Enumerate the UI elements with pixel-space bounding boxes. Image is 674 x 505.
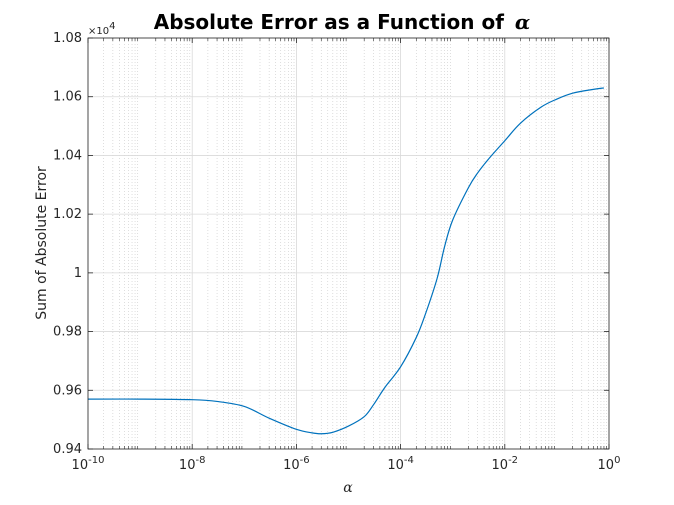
y-multiplier: ×104	[88, 21, 115, 37]
x-tick-label: 10-2	[492, 455, 519, 473]
x-tick-label: 10-10	[72, 455, 105, 473]
y-tick-label: 0.96	[53, 383, 82, 398]
y-tick-label: 1.08	[53, 31, 82, 46]
y-tick-labels: 0.94 0.96 0.98 1 1.02 1.04 1.06 1.08	[53, 31, 82, 457]
y-tick-label: 1.04	[53, 148, 82, 163]
x-tick-labels: 10-10 10-8 10-6 10-4 10-2 100	[72, 455, 621, 473]
y-tick-label: 0.98	[53, 325, 82, 340]
x-tick-label: 10-4	[387, 455, 414, 473]
x-tick-label: 10-6	[283, 455, 310, 473]
x-axis-label: α	[343, 480, 353, 496]
x-tick-label: 100	[598, 455, 621, 473]
minor-grid	[103, 38, 607, 449]
plot-frame	[87, 37, 610, 450]
plot-area	[88, 38, 609, 449]
axis-ticks	[87, 37, 610, 450]
y-tick-label: 1.02	[53, 207, 82, 222]
x-tick-label: 10-8	[179, 455, 206, 473]
series-line	[87, 87, 605, 435]
y-tick-label: 0.94	[53, 442, 82, 457]
chart-title: Absolute Error as a Function of α	[154, 10, 531, 34]
y-tick-label: 1.06	[53, 90, 82, 105]
y-axis-label: Sum of Absolute Error	[34, 166, 50, 320]
y-tick-label: 1	[74, 266, 82, 281]
